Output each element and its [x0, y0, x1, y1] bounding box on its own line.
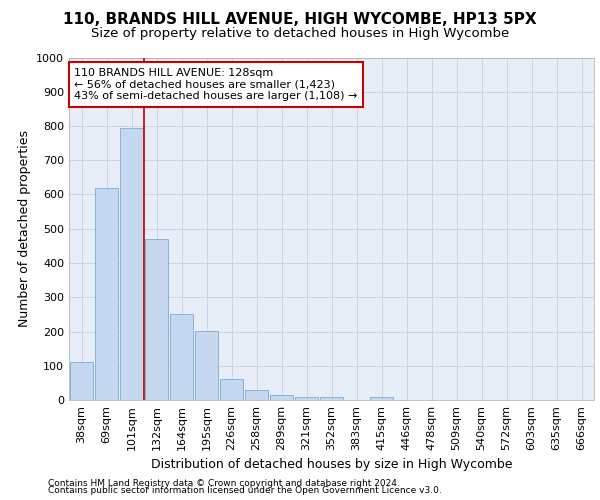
Bar	[194, 331, 218, 400]
X-axis label: Distribution of detached houses by size in High Wycombe: Distribution of detached houses by size …	[151, 458, 512, 471]
Bar	[220, 379, 244, 400]
Bar	[170, 314, 193, 400]
Bar	[70, 362, 94, 400]
Text: 110, BRANDS HILL AVENUE, HIGH WYCOMBE, HP13 5PX: 110, BRANDS HILL AVENUE, HIGH WYCOMBE, H…	[63, 12, 537, 28]
Text: Contains HM Land Registry data © Crown copyright and database right 2024.: Contains HM Land Registry data © Crown c…	[48, 478, 400, 488]
Bar	[245, 390, 268, 400]
Text: 110 BRANDS HILL AVENUE: 128sqm
← 56% of detached houses are smaller (1,423)
43% : 110 BRANDS HILL AVENUE: 128sqm ← 56% of …	[74, 68, 358, 101]
Bar	[145, 239, 169, 400]
Bar	[119, 128, 143, 400]
Bar	[320, 396, 343, 400]
Y-axis label: Number of detached properties: Number of detached properties	[17, 130, 31, 327]
Bar	[95, 188, 118, 400]
Bar	[269, 395, 293, 400]
Bar	[370, 396, 394, 400]
Text: Size of property relative to detached houses in High Wycombe: Size of property relative to detached ho…	[91, 28, 509, 40]
Bar	[295, 396, 319, 400]
Text: Contains public sector information licensed under the Open Government Licence v3: Contains public sector information licen…	[48, 486, 442, 495]
